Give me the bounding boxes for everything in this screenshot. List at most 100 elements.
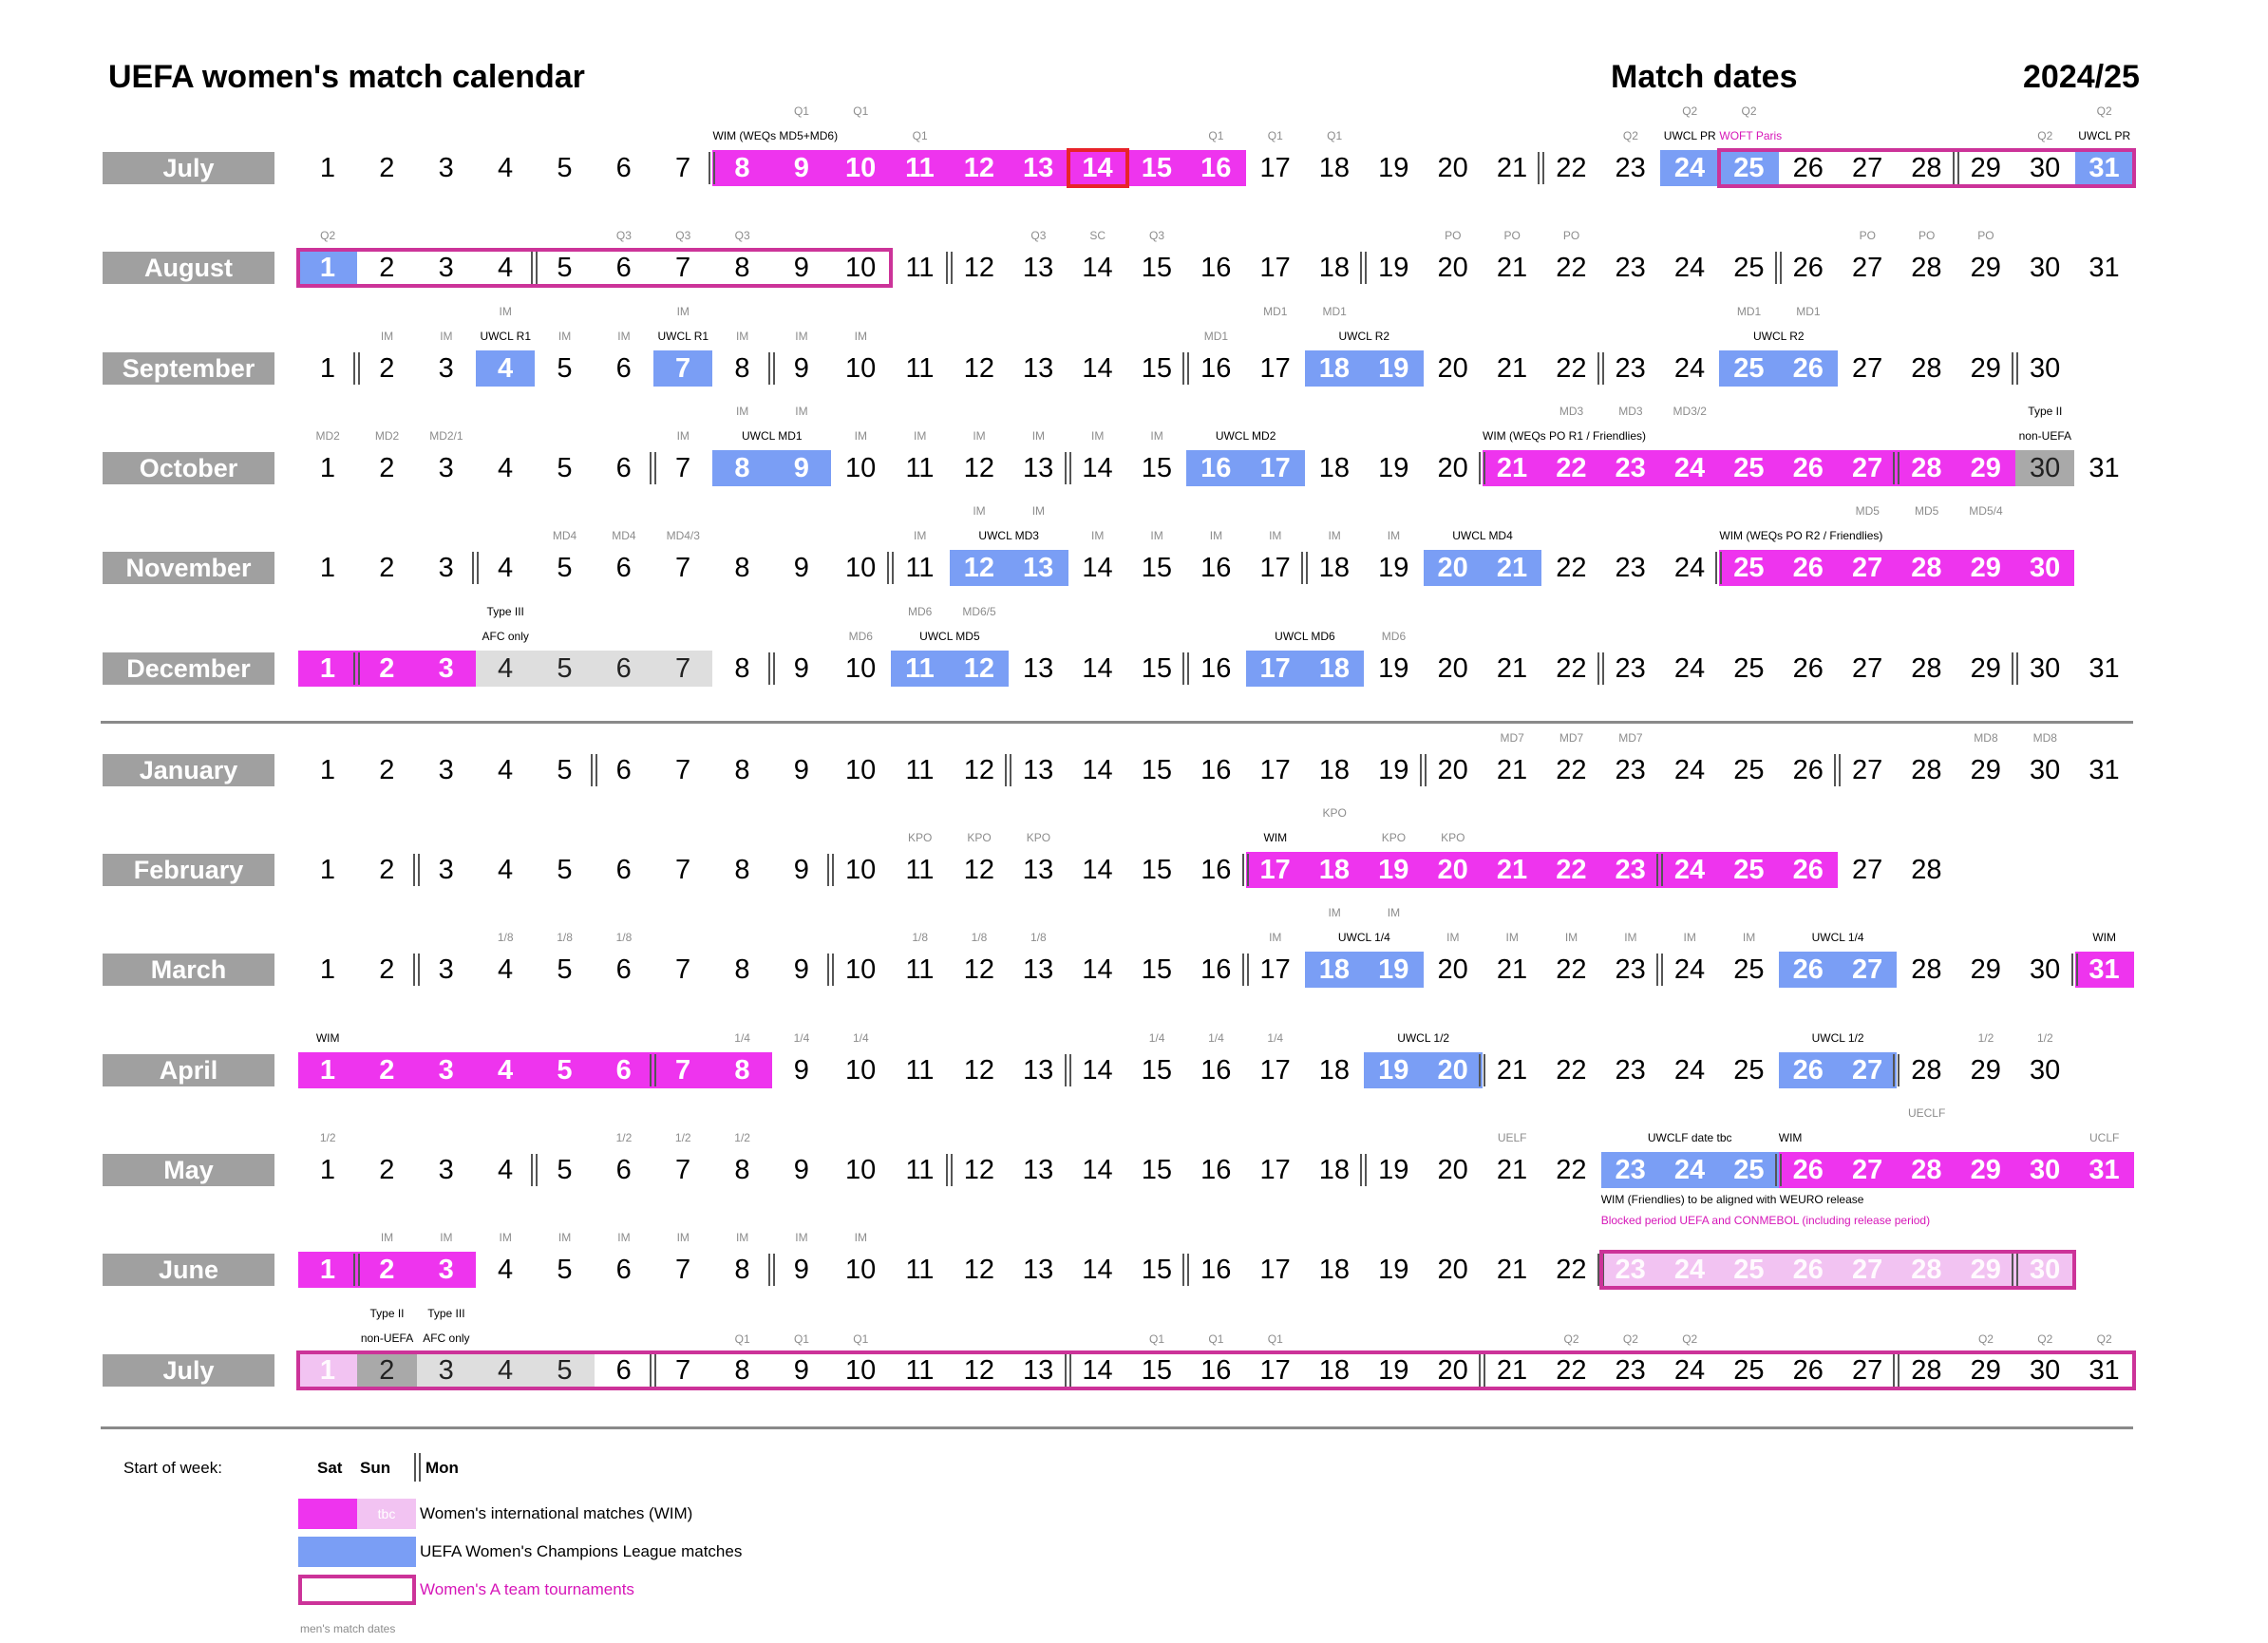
day-cell[interactable]: 25 <box>1733 553 1765 584</box>
day-cell[interactable]: 2 <box>379 754 395 785</box>
day-cell[interactable]: 10 <box>845 754 877 785</box>
day-cell[interactable]: 10 <box>845 253 877 284</box>
day-cell[interactable]: 28 <box>1911 652 1942 684</box>
day-cell[interactable]: 26 <box>1792 652 1824 684</box>
day-cell[interactable]: 29 <box>1970 553 2001 584</box>
day-cell[interactable]: 7 <box>675 253 691 284</box>
day-cell[interactable]: 5 <box>557 352 573 384</box>
day-cell[interactable]: 10 <box>845 855 877 886</box>
day-cell[interactable]: 23 <box>1615 1054 1646 1086</box>
day-cell[interactable]: 21 <box>1496 652 1528 684</box>
day-cell[interactable]: 9 <box>793 1354 809 1386</box>
day-cell[interactable]: 29 <box>1970 954 2001 986</box>
day-cell[interactable]: 20 <box>1437 452 1468 483</box>
day-cell[interactable]: 19 <box>1378 1155 1409 1185</box>
day-cell[interactable]: 11 <box>905 1054 935 1086</box>
day-cell[interactable]: 13 <box>1023 1255 1054 1286</box>
day-cell[interactable]: 9 <box>793 652 809 684</box>
day-cell[interactable]: 29 <box>1970 1255 2001 1286</box>
day-cell[interactable]: 11 <box>905 253 935 284</box>
day-cell[interactable]: 6 <box>615 1054 632 1086</box>
day-cell[interactable]: 17 <box>1259 1354 1291 1386</box>
day-cell[interactable]: 14 <box>1082 452 1113 483</box>
day-cell[interactable]: 18 <box>1318 754 1351 785</box>
day-cell[interactable]: 16 <box>1200 153 1232 183</box>
day-cell[interactable]: 27 <box>1851 652 1883 684</box>
day-cell[interactable]: 26 <box>1792 954 1824 986</box>
day-cell[interactable]: 13 <box>1023 1054 1054 1086</box>
day-cell[interactable]: 16 <box>1200 352 1232 384</box>
day-cell[interactable]: 23 <box>1615 855 1646 886</box>
day-cell[interactable]: 4 <box>497 1054 514 1086</box>
day-cell[interactable]: 8 <box>734 855 750 886</box>
day-cell[interactable]: 7 <box>675 553 691 584</box>
day-cell[interactable]: 24 <box>1673 553 1706 584</box>
day-cell[interactable]: 7 <box>675 855 691 886</box>
day-cell[interactable]: 13 <box>1023 553 1054 584</box>
day-cell[interactable]: 28 <box>1911 352 1942 384</box>
day-cell[interactable]: 27 <box>1851 1155 1883 1185</box>
day-cell[interactable]: 6 <box>615 1354 632 1386</box>
day-cell[interactable]: 20 <box>1437 352 1468 384</box>
day-cell[interactable]: 24 <box>1673 153 1706 183</box>
day-cell[interactable]: 3 <box>438 253 454 284</box>
day-cell[interactable]: 8 <box>734 452 750 483</box>
day-cell[interactable]: 31 <box>2088 652 2120 684</box>
day-cell[interactable]: 28 <box>1911 553 1942 584</box>
day-cell[interactable]: 12 <box>963 352 994 384</box>
day-cell[interactable]: 28 <box>1911 153 1942 183</box>
day-cell[interactable]: 18 <box>1318 855 1351 886</box>
day-cell[interactable]: 1 <box>319 253 336 284</box>
day-cell[interactable]: 18 <box>1318 452 1351 483</box>
day-cell[interactable]: 18 <box>1318 553 1351 584</box>
day-cell[interactable]: 15 <box>1141 1054 1173 1086</box>
day-cell[interactable]: 23 <box>1615 253 1646 284</box>
day-cell[interactable]: 3 <box>438 352 454 384</box>
day-cell[interactable]: 21 <box>1496 954 1528 986</box>
day-cell[interactable]: 25 <box>1733 754 1765 785</box>
day-cell[interactable]: 18 <box>1318 153 1351 183</box>
day-cell[interactable]: 23 <box>1615 754 1646 785</box>
day-cell[interactable]: 12 <box>963 855 994 886</box>
day-cell[interactable]: 8 <box>734 253 750 284</box>
day-cell[interactable]: 3 <box>438 652 454 684</box>
day-cell[interactable]: 14 <box>1082 1155 1113 1185</box>
day-cell[interactable]: 1 <box>319 652 336 684</box>
day-cell[interactable]: 15 <box>1141 253 1173 284</box>
day-cell[interactable]: 24 <box>1673 1255 1706 1286</box>
day-cell[interactable]: 1 <box>319 1354 336 1386</box>
day-cell[interactable]: 9 <box>793 954 809 986</box>
day-cell[interactable]: 19 <box>1378 153 1409 183</box>
day-cell[interactable]: 2 <box>379 352 395 384</box>
day-cell[interactable]: 7 <box>675 1155 691 1185</box>
day-cell[interactable]: 26 <box>1792 153 1824 183</box>
day-cell[interactable]: 14 <box>1082 1255 1113 1286</box>
day-cell[interactable]: 22 <box>1556 1255 1587 1286</box>
day-cell[interactable]: 13 <box>1023 754 1054 785</box>
day-cell[interactable]: 28 <box>1911 1155 1942 1185</box>
day-cell[interactable]: 4 <box>497 652 514 684</box>
day-cell[interactable]: 3 <box>438 754 454 785</box>
day-cell[interactable]: 15 <box>1141 652 1173 684</box>
day-cell[interactable]: 24 <box>1673 1155 1706 1185</box>
day-cell[interactable]: 22 <box>1556 1155 1587 1185</box>
day-cell[interactable]: 28 <box>1911 855 1942 886</box>
day-cell[interactable]: 1 <box>319 1255 336 1286</box>
day-cell[interactable]: 11 <box>905 352 935 384</box>
day-cell[interactable]: 15 <box>1141 855 1173 886</box>
day-cell[interactable]: 17 <box>1259 253 1291 284</box>
day-cell[interactable]: 4 <box>497 754 514 785</box>
day-cell[interactable]: 17 <box>1259 352 1291 384</box>
day-cell[interactable]: 18 <box>1318 954 1351 986</box>
day-cell[interactable]: 26 <box>1792 452 1824 483</box>
day-cell[interactable]: 16 <box>1200 954 1232 986</box>
day-cell[interactable]: 25 <box>1733 253 1765 284</box>
day-cell[interactable]: 14 <box>1082 1354 1113 1386</box>
day-cell[interactable]: 26 <box>1792 352 1824 384</box>
day-cell[interactable]: 6 <box>615 153 632 183</box>
day-cell[interactable]: 23 <box>1615 652 1646 684</box>
day-cell[interactable]: 28 <box>1911 754 1942 785</box>
day-cell[interactable]: 6 <box>615 754 632 785</box>
day-cell[interactable]: 6 <box>615 1155 632 1185</box>
day-cell[interactable]: 9 <box>793 1255 809 1286</box>
